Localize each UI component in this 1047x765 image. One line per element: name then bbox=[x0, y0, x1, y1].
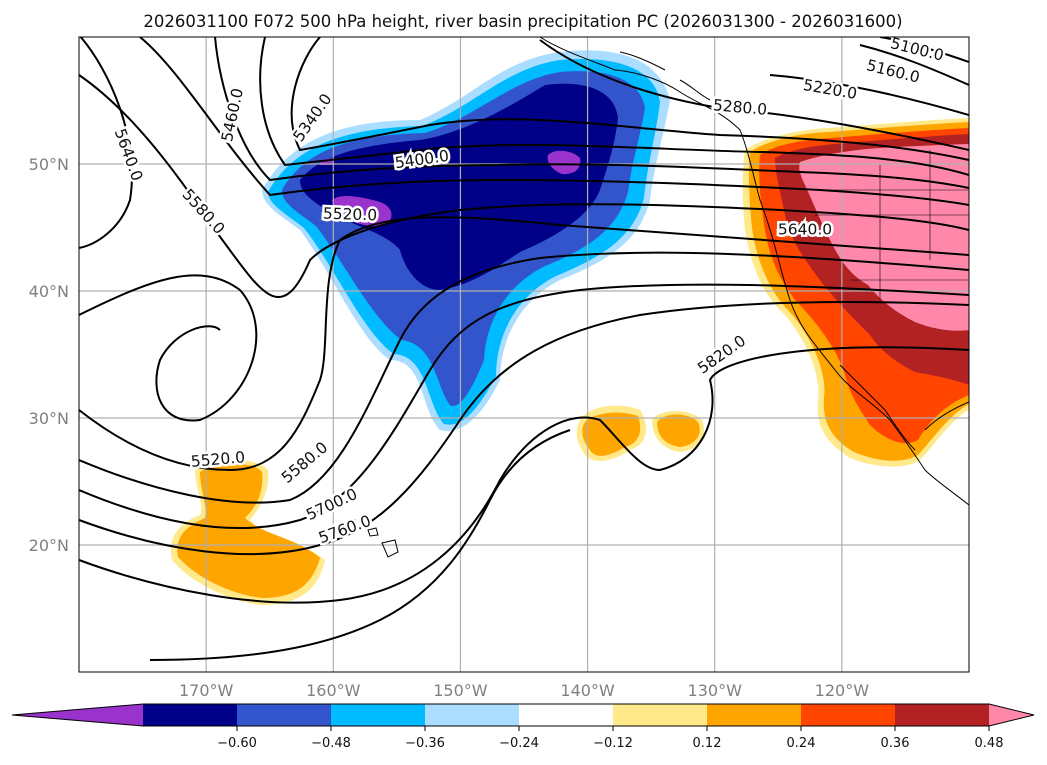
contour-line bbox=[149, 429, 571, 661]
colorbar-extend-min bbox=[12, 704, 143, 726]
lon-tick-label: 150°W bbox=[433, 681, 488, 700]
coastline-alaska-islands bbox=[619, 51, 711, 101]
contour-line bbox=[769, 74, 969, 116]
lat-tick-label: 40°N bbox=[29, 282, 69, 301]
contour-label: 5640.0 bbox=[778, 221, 832, 239]
colorbar-label: 0.36 bbox=[881, 736, 910, 751]
lat-tick-label: 50°N bbox=[29, 155, 69, 174]
contour-line bbox=[259, 37, 969, 176]
island-oahu bbox=[346, 519, 357, 527]
colorbar-swatch bbox=[613, 704, 708, 726]
coastline-mexico bbox=[924, 401, 969, 431]
map-frame bbox=[78, 36, 970, 673]
lon-tick-label: 170°W bbox=[179, 681, 234, 700]
contour-line bbox=[859, 44, 969, 86]
colorbar-swatch bbox=[143, 704, 238, 726]
colorbar-label: −0.24 bbox=[499, 736, 539, 751]
contour-line bbox=[79, 37, 133, 249]
colorbar-swatch bbox=[425, 704, 520, 726]
axis-labels: 170°W 160°W 150°W 140°W 130°W 120°W 20°N 30°N 40… bbox=[29, 155, 870, 700]
precip-pos-0.24-b bbox=[657, 414, 700, 447]
figure-title: 2026031100 F072 500 hPa height, river ba… bbox=[143, 12, 902, 31]
lon-tick-label: 120°W bbox=[815, 681, 870, 700]
coastline-north-america bbox=[539, 37, 969, 506]
positive-precip-subtropical bbox=[170, 405, 704, 605]
colorbar-swatch bbox=[237, 704, 332, 726]
state-borders bbox=[810, 150, 969, 300]
colorbar-label: 0.12 bbox=[693, 736, 722, 751]
contour-label: 5520.0 bbox=[323, 205, 378, 225]
colorbar-label: −0.60 bbox=[217, 736, 257, 751]
precip-neg-0.48 bbox=[300, 83, 618, 290]
contour-line bbox=[79, 216, 969, 472]
lon-tick-label: 140°W bbox=[560, 681, 615, 700]
colorbar-extend-max bbox=[989, 704, 1034, 726]
height-contours bbox=[79, 37, 969, 661]
colorbar: −0.60 −0.48 −0.36 −0.24 −0.12 0.12 0.24 0.36 0.4… bbox=[11, 703, 1035, 751]
lon-tick-label: 160°W bbox=[306, 681, 361, 700]
colorbar-swatch bbox=[801, 704, 896, 726]
contour-line bbox=[139, 37, 969, 206]
precip-pos-0.24-a bbox=[582, 412, 641, 456]
colorbar-label: 0.24 bbox=[787, 736, 816, 751]
colorbar-label: −0.12 bbox=[593, 736, 633, 751]
lat-tick-label: 20°N bbox=[29, 536, 69, 555]
colorbar-label: 0.48 bbox=[975, 736, 1004, 751]
colorbar-label: −0.48 bbox=[311, 736, 351, 751]
contour-line bbox=[79, 74, 969, 299]
map-area: 5100.05160.05220.05280.05340.05460.05400… bbox=[79, 37, 969, 672]
precip-neg-0.60-b bbox=[547, 150, 581, 175]
colorbar-label: −0.36 bbox=[405, 736, 445, 751]
island-maui bbox=[367, 527, 379, 537]
precip-neg-0.60-a bbox=[332, 195, 392, 227]
colorbar-swatch bbox=[707, 704, 802, 726]
contour-line bbox=[79, 251, 969, 504]
lat-tick-label: 30°N bbox=[29, 409, 69, 428]
contour-line bbox=[879, 37, 969, 63]
contour-line bbox=[290, 37, 969, 161]
contour-line bbox=[79, 346, 969, 604]
contour-line bbox=[539, 39, 969, 151]
colorbar-outline bbox=[11, 703, 1035, 727]
coastline-baja bbox=[839, 364, 916, 451]
colorbar-swatch bbox=[519, 704, 614, 726]
graticule bbox=[79, 37, 969, 672]
contour-line bbox=[79, 283, 969, 529]
contour-line bbox=[79, 301, 969, 556]
hawaiian-islands bbox=[346, 519, 399, 558]
contour-line bbox=[79, 274, 258, 422]
island-big-island bbox=[381, 539, 399, 558]
contour-line bbox=[214, 37, 969, 189]
colorbar-swatch bbox=[331, 704, 426, 726]
coastlines bbox=[539, 37, 969, 506]
precip-pos-0.24-hawaii bbox=[177, 463, 320, 598]
colorbar-swatch bbox=[895, 704, 990, 726]
lon-tick-label: 130°W bbox=[688, 681, 743, 700]
